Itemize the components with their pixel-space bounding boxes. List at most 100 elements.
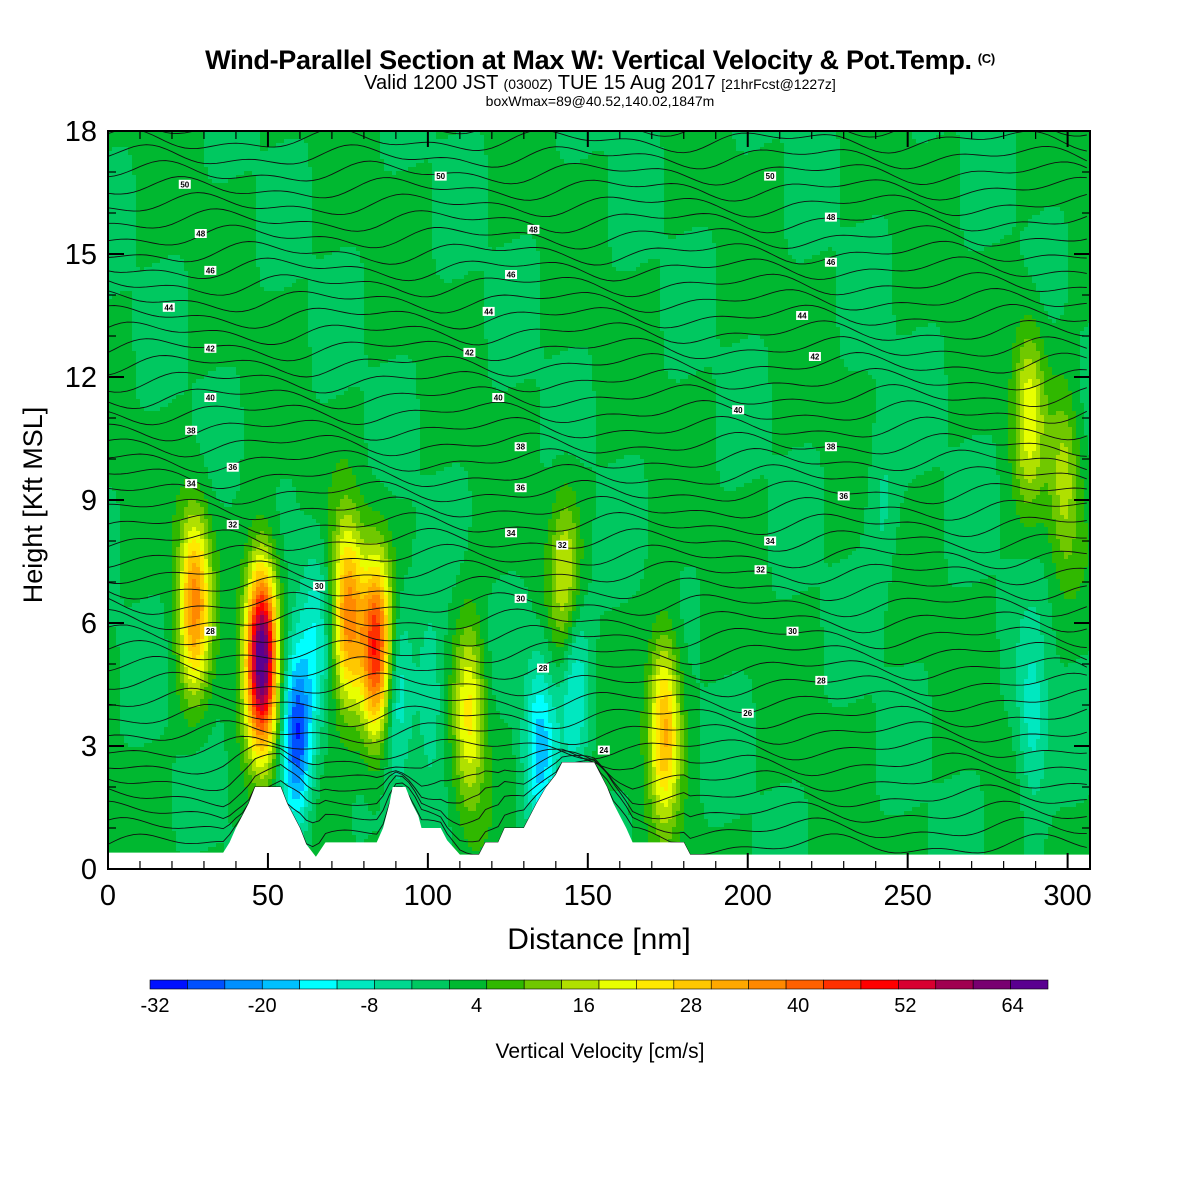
velocity-cell <box>188 311 193 316</box>
velocity-cell <box>152 563 157 568</box>
velocity-cell <box>136 671 141 676</box>
velocity-cell <box>124 739 129 744</box>
velocity-cell <box>212 839 217 844</box>
velocity-cell <box>184 543 189 548</box>
velocity-cell <box>168 487 173 492</box>
velocity-cell <box>120 367 125 372</box>
velocity-cell <box>160 311 165 316</box>
velocity-cell <box>180 747 185 752</box>
velocity-cell <box>172 763 177 768</box>
velocity-cell <box>112 191 117 196</box>
velocity-cell <box>160 299 165 304</box>
velocity-cell <box>172 651 177 656</box>
velocity-cell <box>140 467 145 472</box>
velocity-cell <box>180 431 185 436</box>
velocity-cell <box>188 763 193 768</box>
velocity-cell <box>152 579 157 584</box>
velocity-cell <box>124 831 129 836</box>
velocity-cell <box>140 531 145 536</box>
velocity-cell <box>112 287 117 292</box>
velocity-cell <box>136 179 141 184</box>
velocity-cell <box>112 699 117 704</box>
velocity-cell <box>196 151 201 156</box>
velocity-cell <box>140 723 145 728</box>
velocity-cell <box>204 571 209 576</box>
velocity-cell <box>172 543 177 548</box>
velocity-cell <box>172 363 177 368</box>
velocity-cell <box>176 823 181 828</box>
velocity-cell <box>204 251 209 256</box>
velocity-cell <box>128 671 133 676</box>
velocity-cell <box>140 747 145 752</box>
velocity-cell <box>164 151 169 156</box>
velocity-cell <box>172 167 177 172</box>
velocity-cell <box>172 527 177 532</box>
velocity-cell <box>180 567 185 572</box>
velocity-cell <box>156 171 161 176</box>
velocity-cell <box>184 155 189 160</box>
velocity-cell <box>144 195 149 200</box>
velocity-cell <box>144 667 149 672</box>
velocity-cell <box>140 427 145 432</box>
velocity-cell <box>196 803 201 808</box>
velocity-cell <box>108 407 113 412</box>
velocity-cell <box>136 203 141 208</box>
velocity-cell <box>172 659 177 664</box>
velocity-cell <box>200 403 205 408</box>
velocity-cell <box>128 271 133 276</box>
velocity-cell <box>208 703 213 708</box>
velocity-cell <box>164 363 169 368</box>
velocity-cell <box>168 411 173 416</box>
velocity-cell <box>184 415 189 420</box>
velocity-cell <box>164 471 169 476</box>
velocity-cell <box>172 823 177 828</box>
velocity-cell <box>192 799 197 804</box>
velocity-cell <box>132 231 137 236</box>
velocity-cell <box>180 151 185 156</box>
velocity-cell <box>136 183 141 188</box>
velocity-cell <box>184 683 189 688</box>
vertical-velocity-field <box>108 131 1090 869</box>
velocity-cell <box>148 287 153 292</box>
velocity-cell <box>204 163 209 168</box>
velocity-cell <box>124 315 129 320</box>
velocity-cell <box>196 559 201 564</box>
velocity-cell <box>144 155 149 160</box>
velocity-cell <box>184 687 189 692</box>
velocity-cell <box>184 419 189 424</box>
velocity-cell <box>176 347 181 352</box>
velocity-cell <box>156 507 161 512</box>
velocity-cell <box>208 195 213 200</box>
velocity-cell <box>196 383 201 388</box>
velocity-cell <box>108 379 113 384</box>
velocity-cell <box>204 711 209 716</box>
velocity-cell <box>208 523 213 528</box>
velocity-cell <box>144 627 149 632</box>
velocity-cell <box>144 203 149 208</box>
velocity-cell <box>116 579 121 584</box>
velocity-cell <box>204 211 209 216</box>
velocity-cell <box>132 667 137 672</box>
velocity-cell <box>132 535 137 540</box>
velocity-cell <box>172 563 177 568</box>
velocity-cell <box>212 223 217 228</box>
velocity-cell <box>204 131 209 136</box>
velocity-cell <box>148 179 153 184</box>
velocity-cell <box>176 619 181 624</box>
velocity-cell <box>108 775 113 780</box>
velocity-cell <box>208 603 213 608</box>
velocity-cell <box>188 535 193 540</box>
velocity-cell <box>152 815 157 820</box>
velocity-cell <box>116 575 121 580</box>
velocity-cell <box>204 451 209 456</box>
velocity-cell <box>196 239 201 244</box>
velocity-cell <box>136 835 141 840</box>
velocity-cell <box>180 691 185 696</box>
velocity-cell <box>200 843 205 848</box>
velocity-cell <box>132 663 137 668</box>
velocity-cell <box>168 743 173 748</box>
velocity-cell <box>188 159 193 164</box>
velocity-cell <box>196 823 201 828</box>
velocity-cell <box>152 495 157 500</box>
velocity-cell <box>108 411 113 416</box>
